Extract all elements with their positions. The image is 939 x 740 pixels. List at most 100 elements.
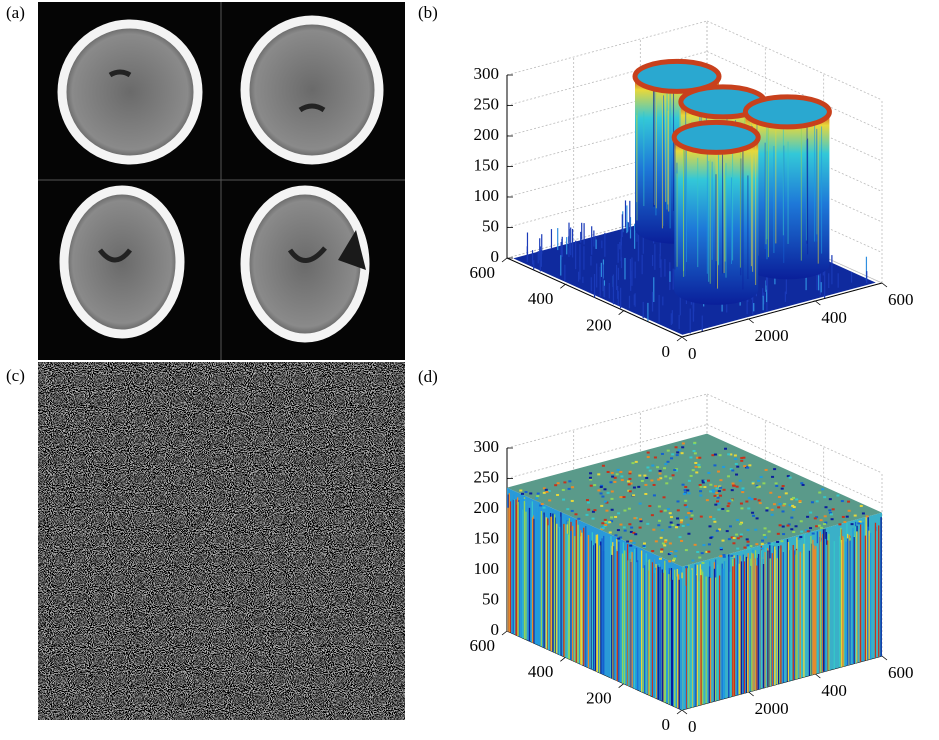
surface-texture (751, 512, 754, 514)
surface-texture (675, 446, 678, 448)
surface-texture (697, 464, 700, 466)
surface-texture (728, 538, 731, 540)
surface-texture (682, 525, 685, 527)
surface-texture (667, 461, 670, 463)
surface (507, 434, 882, 710)
surface-texture (680, 540, 683, 542)
surface-texture (779, 524, 782, 526)
surface-texture (674, 550, 677, 552)
surface-texture (698, 557, 701, 559)
surface-texture (764, 527, 767, 529)
y-tick-label: 0 (688, 344, 697, 363)
surface-texture (745, 500, 748, 502)
surface-texture (778, 503, 781, 505)
surface-texture (708, 543, 711, 545)
surface-texture (771, 514, 774, 516)
surface-texture (702, 481, 705, 483)
surface-texture (646, 523, 649, 525)
surface-texture (732, 542, 735, 544)
surface-texture (655, 540, 658, 542)
surface-texture (773, 468, 776, 470)
surface-texture (736, 486, 739, 488)
tick-mark (677, 337, 682, 341)
surface-texture (712, 489, 715, 491)
surface-texture (814, 517, 817, 519)
surface-texture (717, 497, 720, 499)
surface-texture (691, 560, 694, 562)
surface-texture (623, 526, 626, 528)
surface-texture (563, 481, 566, 483)
surface-texture (733, 537, 736, 539)
surface-texture (735, 534, 738, 536)
surface-texture (608, 521, 611, 523)
surface-texture (619, 496, 622, 498)
surface-texture (695, 466, 698, 468)
tick-mark (682, 337, 687, 341)
surface-texture (642, 545, 645, 547)
z-tick-label: 50 (482, 216, 499, 235)
surface-texture (597, 489, 600, 491)
surface-texture (765, 469, 768, 471)
surface-texture (577, 518, 580, 520)
surface-texture (651, 514, 654, 516)
surface-texture (762, 482, 765, 484)
surface-texture (746, 538, 749, 540)
surface-texture (799, 536, 802, 538)
surface-texture (644, 484, 647, 486)
surface-texture (647, 456, 650, 458)
surface-texture (736, 548, 739, 550)
surface-texture (664, 475, 667, 477)
surface-rim (745, 97, 829, 127)
surface-texture (768, 531, 771, 533)
surface-texture (792, 497, 795, 499)
surface-texture (548, 499, 551, 501)
surface-texture (719, 495, 722, 497)
surface-texture (693, 450, 696, 452)
surface-texture (568, 488, 571, 490)
surface-texture (798, 538, 801, 540)
surface-texture (690, 475, 693, 477)
surface-texture (650, 479, 653, 481)
ct-image (38, 2, 405, 360)
surface-texture (590, 485, 593, 487)
surface-texture (714, 495, 717, 497)
surface-texture (848, 510, 851, 512)
surface-texture (605, 510, 608, 512)
z-tick-label: 200 (474, 125, 500, 144)
surface-texture (812, 533, 815, 535)
surface-texture (604, 519, 607, 521)
surface-texture (769, 492, 772, 494)
surface-texture (694, 452, 697, 454)
surface-texture (629, 490, 632, 492)
surface-texture (665, 482, 668, 484)
surface-texture (741, 487, 744, 489)
z-tick-label: 150 (474, 528, 500, 547)
surface-texture (597, 473, 600, 475)
surface-texture (727, 453, 730, 455)
y-tick-label: 600 (888, 290, 914, 309)
surface-texture (791, 505, 794, 507)
surface-texture (652, 529, 655, 531)
surface-texture (782, 526, 785, 528)
surface-texture (756, 486, 759, 488)
surface-texture (600, 492, 603, 494)
tick-mark (619, 311, 624, 315)
surface-texture (669, 477, 672, 479)
z-tick-label: 50 (482, 589, 499, 608)
tick-mark (882, 656, 887, 660)
surface-texture (686, 489, 689, 491)
x-tick-label: 0 (662, 715, 671, 734)
surface-texture (748, 497, 751, 499)
surface-texture (743, 547, 746, 549)
surface-texture (663, 496, 666, 498)
surface-texture (602, 527, 605, 529)
surface-texture (698, 457, 701, 459)
surface-texture (670, 457, 673, 459)
surface-texture (699, 490, 702, 492)
surface-texture (574, 513, 577, 515)
surface-texture (562, 499, 565, 501)
surface-texture (609, 481, 612, 483)
surface-texture (739, 523, 742, 525)
surface-texture (663, 544, 666, 546)
surface-texture (631, 462, 634, 464)
